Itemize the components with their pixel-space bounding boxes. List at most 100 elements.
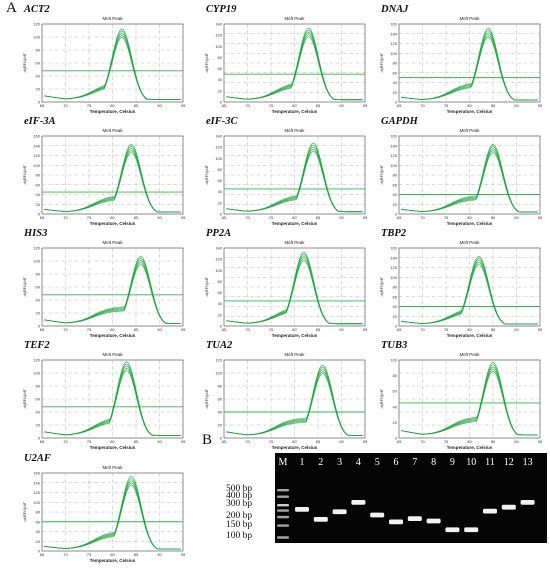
sample-band	[407, 516, 422, 522]
x-tick-label: 65	[222, 439, 227, 444]
y-tick-label: 0	[38, 436, 41, 441]
x-tick-label: 85	[134, 103, 139, 108]
melt-curve	[44, 143, 181, 213]
x-tick-label: 90	[157, 327, 162, 332]
x-tick-label: 85	[316, 215, 321, 220]
x-tick-label: 70	[63, 327, 68, 332]
y-tick-label: 100	[33, 371, 40, 376]
agarose-gel: M 1 2 3 4 5 6 7 8 9 10 11 12 13	[275, 453, 547, 543]
x-tick-label: 90	[514, 215, 519, 220]
x-tick-label: 65	[222, 327, 227, 332]
melt-curve	[226, 364, 363, 436]
sample-band	[501, 504, 516, 510]
y-tick-label: 20	[36, 311, 41, 316]
x-tick-label: 65	[40, 552, 45, 557]
y-tick-label: 20	[218, 88, 223, 93]
x-tick-label: 95	[181, 327, 186, 332]
y-tick-label: 140	[33, 480, 40, 485]
y-tick-label: 60	[36, 285, 41, 290]
x-tick-label: 90	[514, 439, 519, 444]
chart-title: Melt Peak	[102, 240, 123, 245]
x-tick-label: 90	[157, 103, 162, 108]
sample-band	[332, 509, 347, 515]
x-axis-label: Temperature, Celsius	[447, 333, 493, 338]
x-tick-label: 95	[363, 103, 368, 108]
lane-label: 3	[337, 457, 342, 468]
melt-peak-chart: Melt Peak 65 70 75 80 85 90 95 0 20 40 60 80 100 120 Te…	[22, 240, 186, 338]
y-axis-label: -d(RFU)/dT	[204, 388, 209, 409]
x-tick-label: 75	[87, 327, 92, 332]
gene-label: TBP2	[381, 228, 407, 239]
gene-label: eIF-3C	[206, 116, 238, 127]
x-tick-label: 95	[538, 215, 543, 220]
chart-title: Melt Peak	[284, 352, 305, 357]
x-axis-label: Temperature, Celsius	[272, 445, 318, 450]
x-tick-label: 75	[87, 552, 92, 557]
y-tick-label: 0	[220, 436, 223, 441]
x-tick-label: 75	[269, 327, 274, 332]
x-tick-label: 85	[134, 439, 139, 444]
x-tick-label: 70	[63, 552, 68, 557]
y-tick-label: 160	[390, 134, 397, 139]
melt-curve	[401, 143, 538, 213]
x-tick-label: 80	[467, 327, 472, 332]
x-tick-label: 80	[110, 103, 115, 108]
y-tick-label: 120	[390, 41, 397, 46]
y-tick-label: 40	[393, 304, 398, 309]
melt-peak-chart: Melt Peak 65 70 75 80 85 90 95 0 20 40 60 80 100 120 Te…	[22, 16, 186, 114]
y-tick-label: 80	[393, 285, 398, 290]
y-tick-label: 120	[33, 22, 40, 27]
y-tick-label: 0	[395, 436, 398, 441]
x-tick-label: 70	[245, 439, 250, 444]
x-axis-label: Temperature, Celsius	[90, 558, 136, 563]
y-tick-label: 0	[220, 100, 223, 105]
y-tick-label: 120	[33, 246, 40, 251]
y-tick-label: 80	[393, 373, 398, 378]
y-tick-label: 0	[395, 100, 398, 105]
marker-lane-label: M	[279, 457, 288, 468]
lane-label: 2	[318, 457, 323, 468]
y-tick-label: 140	[33, 143, 40, 148]
x-tick-label: 80	[467, 439, 472, 444]
gene-label: DNAJ	[381, 4, 409, 15]
x-axis-label: Temperature, Celsius	[272, 333, 318, 338]
x-tick-label: 95	[181, 103, 186, 108]
melt-curve	[44, 361, 181, 436]
sample-band	[389, 519, 403, 525]
x-tick-label: 65	[222, 215, 227, 220]
y-tick-label: 100	[33, 35, 40, 40]
sample-band	[313, 516, 328, 522]
x-tick-label: 95	[538, 103, 543, 108]
x-tick-label: 70	[245, 327, 250, 332]
panel-b-label: B	[202, 432, 213, 448]
gel-image: M 1 2 3 4 5 6 7 8 9 10 11 12 13	[277, 457, 535, 539]
chart-title: Melt Peak	[284, 240, 305, 245]
y-tick-label: 20	[393, 90, 398, 95]
x-tick-label: 95	[363, 439, 368, 444]
chart-title: Melt Peak	[459, 128, 480, 133]
gene-label: HIS3	[24, 228, 48, 239]
x-axis-label: Temperature, Celsius	[90, 445, 136, 450]
x-tick-label: 85	[491, 215, 496, 220]
y-tick-label: 100	[390, 163, 397, 168]
bp-label: 100 bp	[226, 531, 253, 542]
y-axis-label: -d(RFU)/dT	[204, 52, 209, 73]
y-axis-label: -d(RFU)/dT	[22, 388, 27, 409]
y-tick-label: 100	[390, 275, 397, 280]
y-tick-label: 20	[393, 420, 398, 425]
chart-title: Melt Peak	[102, 128, 123, 133]
x-tick-label: 65	[397, 215, 402, 220]
x-tick-label: 70	[63, 215, 68, 220]
ladder-band	[277, 515, 289, 519]
y-tick-label: 100	[215, 268, 222, 273]
chart-title: Melt Peak	[102, 465, 123, 470]
x-axis-label: Temperature, Celsius	[90, 109, 136, 114]
y-tick-label: 60	[218, 397, 223, 402]
melt-curve	[401, 362, 538, 436]
x-tick-label: 90	[514, 103, 519, 108]
x-axis-label: Temperature, Celsius	[90, 333, 136, 338]
